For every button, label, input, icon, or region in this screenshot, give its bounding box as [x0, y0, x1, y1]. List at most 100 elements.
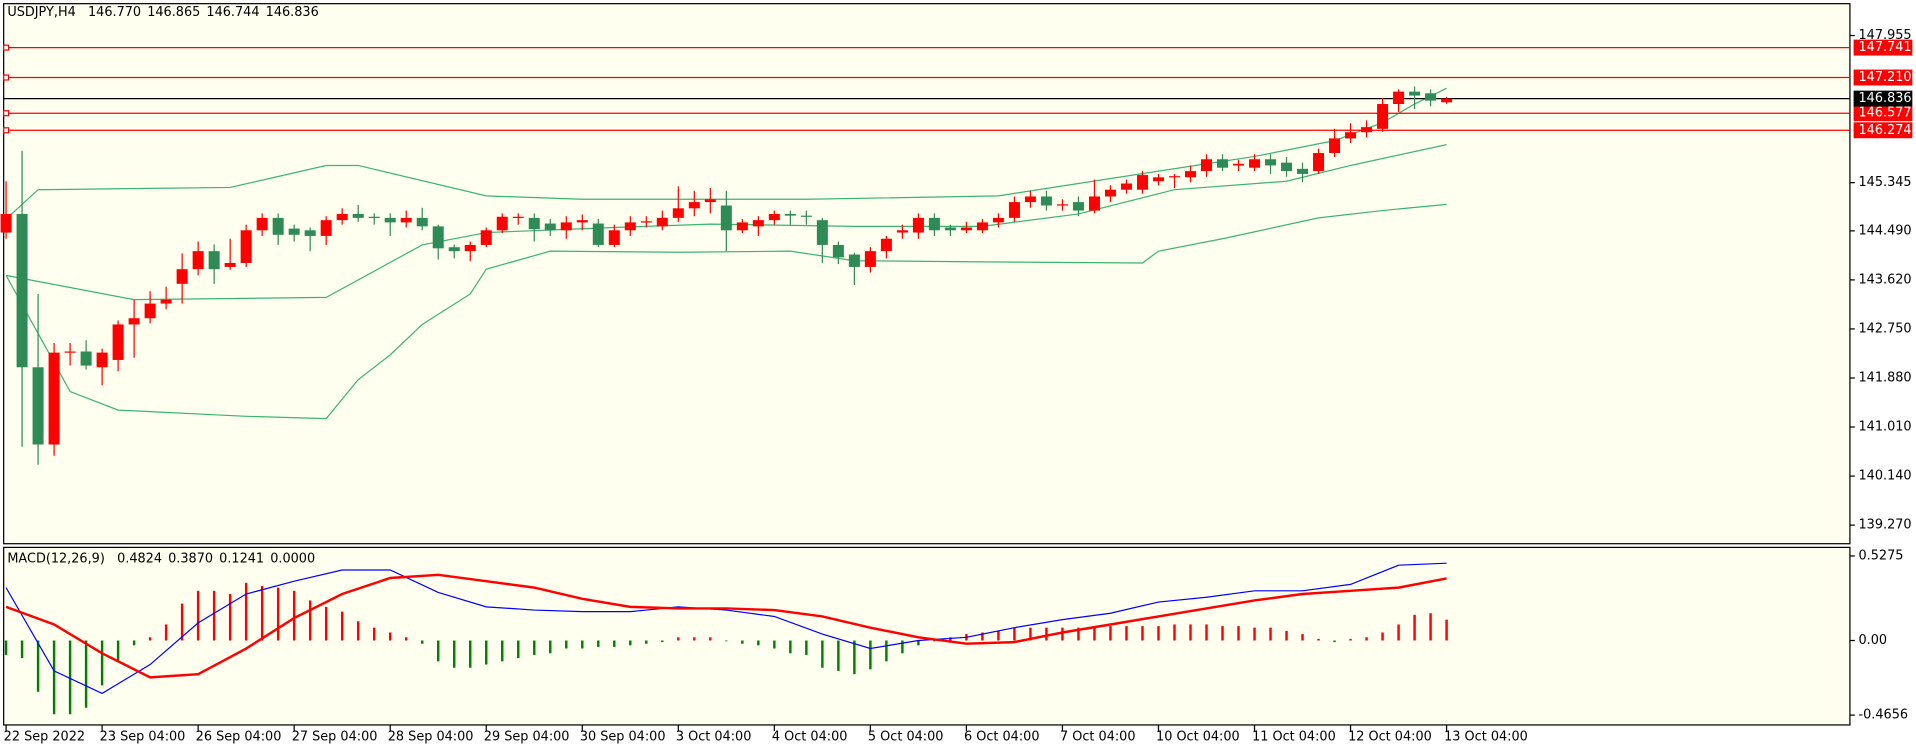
candle-body [672, 208, 684, 218]
candle-body [848, 254, 860, 267]
info-label: 146.744 [206, 5, 259, 20]
candle-body [192, 251, 204, 270]
y-tick-label: 143.620 [1858, 272, 1911, 287]
candle-body [256, 217, 268, 231]
candle-body [432, 226, 444, 249]
candle-body [624, 222, 636, 231]
candle-body [416, 217, 428, 227]
candle-body [48, 352, 60, 445]
x-tick-label: 26 Sep 04:00 [196, 730, 282, 745]
candle-body [144, 303, 156, 319]
candle-body [1361, 127, 1373, 133]
candle-body [1425, 93, 1437, 101]
candle-body [816, 220, 828, 245]
candle-body [1281, 162, 1293, 172]
macd-header: MACD(12,26,9) 0.4824 0.3870 0.1241 0.0000 [7, 551, 315, 566]
candle-body [768, 213, 780, 221]
candle-body [1088, 196, 1100, 211]
candle-body [1168, 176, 1180, 178]
candle-body [80, 351, 92, 366]
candle-body [864, 251, 876, 267]
candle-body [832, 244, 844, 258]
price-panel [3, 3, 1851, 545]
x-tick-label: 10 Oct 04:00 [1156, 730, 1240, 745]
x-tick-label: 22 Sep 2022 [4, 730, 85, 745]
candle-body [240, 230, 252, 263]
candle-body [512, 216, 524, 218]
candle-body [1265, 159, 1277, 166]
candle-body [320, 220, 332, 236]
y-tick-label: 141.010 [1858, 420, 1911, 435]
x-tick-label: 29 Sep 04:00 [484, 730, 570, 745]
y-tick-label: 140.140 [1858, 469, 1911, 484]
candle-body [992, 217, 1004, 223]
symbol-title: USDJPY,H4 [7, 5, 75, 20]
candle-body [576, 220, 588, 223]
candle-body [528, 217, 540, 230]
candle-body [96, 352, 108, 368]
candle-body [1329, 138, 1341, 154]
candle-body [688, 202, 700, 209]
candle-body [784, 213, 796, 216]
x-tick-label: 13 Oct 04:00 [1444, 730, 1528, 745]
candle-body [1120, 183, 1132, 190]
y-tick-label: 0.5275 [1858, 548, 1903, 563]
candle-body [720, 205, 732, 231]
candle-body [592, 223, 604, 245]
candle-body [1184, 171, 1197, 178]
candle-body [608, 230, 620, 245]
candle-body [1040, 196, 1052, 206]
x-tick-label: 4 Oct 04:00 [772, 730, 848, 745]
candle-body [656, 217, 668, 227]
x-tick-label: 12 Oct 04:00 [1348, 730, 1432, 745]
candle-body [64, 351, 76, 353]
x-tick-label: 30 Sep 04:00 [580, 730, 666, 745]
level-label-bg [1853, 69, 1913, 86]
candle-body [880, 238, 892, 252]
y-tick-label: 145.345 [1858, 175, 1911, 190]
candle-body [464, 244, 476, 252]
candle-body [1024, 196, 1036, 203]
candle-body [1297, 168, 1309, 174]
candle-body [1056, 204, 1068, 206]
price-label: 146.836 [1858, 91, 1911, 106]
price-label-bg [1853, 90, 1913, 107]
y-tick-label: 139.270 [1858, 518, 1911, 533]
y-tick-label: -0.4656 [1858, 708, 1908, 723]
candle-body [1200, 159, 1213, 172]
candle-body [448, 247, 460, 252]
candle-body [400, 217, 412, 223]
x-tick-label: 5 Oct 04:00 [868, 730, 944, 745]
candle-body [368, 216, 380, 218]
plot-layer [0, 34, 1855, 732]
bollinger-band [5, 203, 1447, 420]
candle-body [1217, 159, 1229, 168]
candle-body [800, 215, 812, 217]
candle-body [496, 216, 508, 231]
macd-title: MACD(12,26,9) [7, 551, 105, 566]
candle-body [1345, 132, 1357, 139]
info-label: 146.770 [88, 5, 141, 20]
candle-body [176, 269, 188, 284]
candle-body [1104, 189, 1116, 197]
candle-body [224, 262, 236, 267]
candle-body [704, 199, 716, 203]
candle-body [112, 324, 124, 360]
candle-body [1313, 153, 1325, 172]
level-label: 146.274 [1858, 123, 1911, 138]
info-label: 0.3870 [168, 551, 213, 566]
candle-body [128, 318, 140, 325]
level-label: 147.741 [1858, 40, 1911, 55]
candle-body [288, 228, 300, 235]
candle-body [384, 217, 396, 223]
candle-body [1072, 202, 1084, 211]
candle-body [640, 221, 652, 223]
candle-body [1008, 202, 1020, 218]
candle-body [1409, 91, 1421, 96]
macd-line [5, 573, 1447, 679]
info-label: 146.836 [266, 5, 319, 20]
candle-body [32, 367, 44, 445]
macd-line [5, 562, 1447, 695]
